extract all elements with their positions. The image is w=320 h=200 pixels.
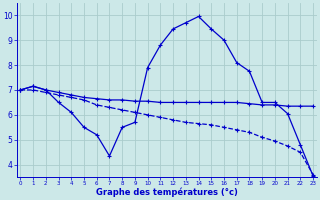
- X-axis label: Graphe des températures (°c): Graphe des températures (°c): [96, 188, 238, 197]
